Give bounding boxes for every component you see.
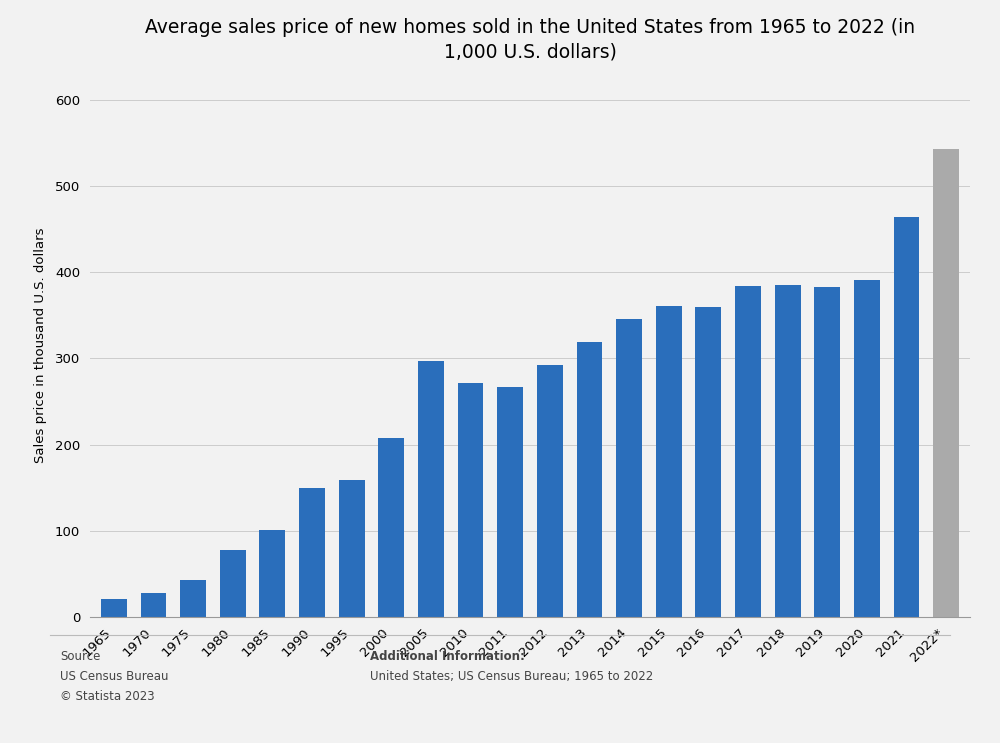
Bar (180, 580, 206, 617)
Title: Average sales price of new homes sold in the United States from 1965 to 2022 (in: Average sales price of new homes sold in… (145, 18, 915, 62)
Bar (220, 551, 246, 617)
Bar (101, 599, 127, 617)
Bar (339, 480, 365, 617)
Bar (458, 383, 483, 617)
Bar (537, 366, 563, 617)
Y-axis label: Sales price in thousand U.S. dollars: Sales price in thousand U.S. dollars (34, 228, 47, 463)
Text: United States; US Census Bureau; 1965 to 2022: United States; US Census Bureau; 1965 to… (370, 670, 653, 683)
Bar (775, 285, 801, 617)
Text: Source: Source (60, 650, 100, 663)
Bar (814, 287, 840, 617)
Bar (577, 342, 602, 617)
Text: US Census Bureau: US Census Bureau (60, 670, 168, 683)
Bar (497, 387, 523, 617)
Bar (933, 149, 959, 617)
Bar (656, 306, 682, 617)
Bar (299, 487, 325, 617)
Bar (854, 280, 880, 617)
Bar (141, 594, 166, 617)
Bar (894, 217, 919, 617)
Bar (616, 319, 642, 617)
Bar (418, 361, 444, 617)
Bar (378, 438, 404, 617)
Bar (695, 307, 721, 617)
Text: Additional Information:: Additional Information: (370, 650, 525, 663)
Bar (735, 286, 761, 617)
Text: © Statista 2023: © Statista 2023 (60, 690, 155, 703)
Bar (259, 530, 285, 617)
